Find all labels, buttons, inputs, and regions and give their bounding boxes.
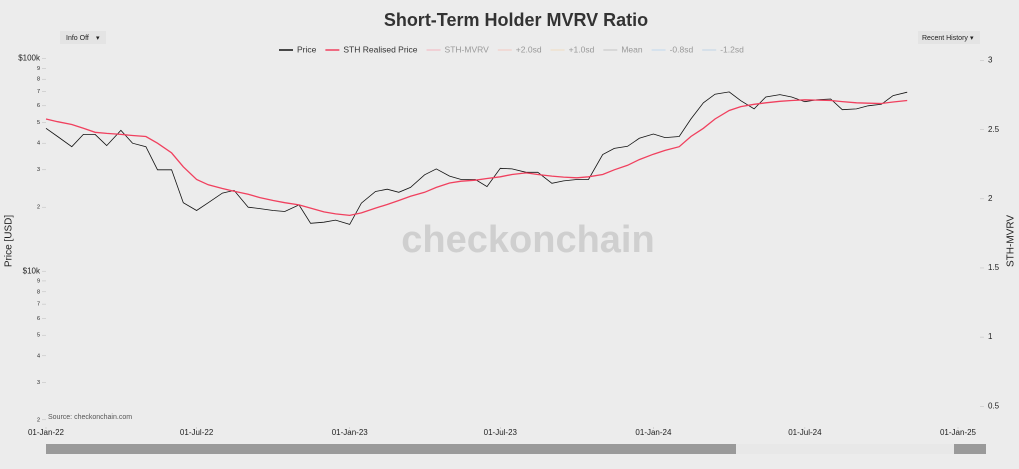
x-tick-label: 01-Jul-22 bbox=[180, 428, 214, 437]
dropdown-arrow: ▾ bbox=[96, 35, 100, 42]
y-tick-label: 6 bbox=[37, 103, 40, 109]
y2-tick-label: 1.5 bbox=[988, 263, 1000, 272]
y-tick-label: 3 bbox=[37, 380, 40, 386]
y-tick-label: 6 bbox=[37, 316, 40, 322]
x-tick-label: 01-Jan-24 bbox=[635, 428, 672, 437]
y2-axis-title: STH-MVRV bbox=[1006, 215, 1017, 267]
legend-label[interactable]: STH Realised Price bbox=[343, 44, 417, 54]
series-line bbox=[45, 99, 908, 217]
y-tick-label: 2 bbox=[37, 417, 40, 423]
y-axis-title: Price [USD] bbox=[4, 215, 15, 267]
source-note: Source: checkonchain.com bbox=[48, 414, 132, 421]
legend-label[interactable]: +2.0sd bbox=[516, 44, 542, 54]
y-tick-label: 7 bbox=[37, 302, 40, 308]
y2-tick-label: 2.5 bbox=[988, 125, 1000, 134]
y2-tick-label: 1 bbox=[988, 332, 993, 341]
y-tick-label: 2 bbox=[37, 205, 40, 211]
info-button-label[interactable]: Info Off bbox=[66, 35, 89, 42]
watermark: checkonchain bbox=[401, 219, 654, 261]
x-tick-label: 01-Jan-23 bbox=[332, 428, 369, 437]
info-button[interactable] bbox=[60, 31, 106, 44]
x-tick-label: 01-Jul-23 bbox=[484, 428, 518, 437]
y2-tick-label: 2 bbox=[988, 194, 993, 203]
y-tick-label: 4 bbox=[37, 353, 40, 359]
x-tick-label: 01-Jul-24 bbox=[788, 428, 822, 437]
navigator-mask bbox=[954, 444, 986, 454]
y-tick-label: $10k bbox=[23, 266, 41, 275]
history-button-label[interactable]: Recent History bbox=[922, 35, 968, 42]
x-tick-label: 01-Jan-22 bbox=[28, 428, 65, 437]
y-tick-label: 5 bbox=[37, 120, 40, 126]
y-tick-label: 8 bbox=[37, 77, 40, 83]
y-tick-label: 9 bbox=[37, 278, 40, 284]
dropdown-arrow: ▾ bbox=[970, 35, 974, 42]
history-button[interactable] bbox=[918, 31, 980, 44]
x-tick-label: 01-Jan-25 bbox=[940, 428, 977, 437]
y-tick-label: 7 bbox=[37, 89, 40, 95]
legend-label[interactable]: Mean bbox=[621, 44, 643, 54]
navigator[interactable] bbox=[46, 444, 986, 454]
y-tick-label: 8 bbox=[37, 289, 40, 295]
y2-tick-label: 3 bbox=[988, 56, 993, 65]
chart-title: Short-Term Holder MVRV Ratio bbox=[384, 10, 648, 30]
legend-label[interactable]: STH-MVRV bbox=[445, 44, 490, 54]
legend-label[interactable]: +1.0sd bbox=[569, 44, 595, 54]
legend-label[interactable]: -0.8sd bbox=[670, 44, 694, 54]
y-tick-label: $100k bbox=[18, 54, 41, 63]
y2-tick-label: 0.5 bbox=[988, 401, 1000, 410]
y-tick-label: 5 bbox=[37, 333, 40, 339]
legend-label[interactable]: Price bbox=[297, 44, 317, 54]
series-line bbox=[45, 91, 908, 225]
navigator-window[interactable] bbox=[736, 444, 954, 454]
y-tick-label: 4 bbox=[37, 141, 40, 147]
navigator-mask bbox=[46, 444, 736, 454]
y-tick-label: 3 bbox=[37, 167, 40, 173]
y-tick-label: 9 bbox=[37, 66, 40, 72]
legend-label[interactable]: -1.2sd bbox=[720, 44, 744, 54]
